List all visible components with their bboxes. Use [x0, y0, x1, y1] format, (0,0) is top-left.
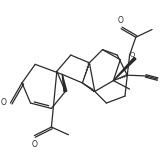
Text: O: O [130, 52, 135, 58]
Polygon shape [62, 74, 67, 92]
Text: O: O [31, 140, 37, 149]
Text: O: O [1, 98, 6, 107]
Text: O: O [117, 16, 123, 25]
Polygon shape [113, 57, 136, 81]
